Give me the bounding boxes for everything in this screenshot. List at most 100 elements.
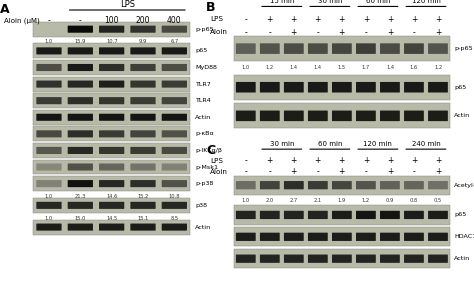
FancyBboxPatch shape (260, 110, 280, 121)
Text: 10.8: 10.8 (169, 194, 180, 199)
Bar (33, 220, 190, 235)
Text: +: + (435, 15, 441, 24)
Text: -: - (268, 167, 271, 176)
Text: 1.0: 1.0 (45, 194, 53, 199)
FancyBboxPatch shape (308, 181, 328, 189)
FancyBboxPatch shape (36, 147, 62, 154)
FancyBboxPatch shape (404, 110, 424, 121)
FancyBboxPatch shape (68, 97, 93, 104)
Text: 15.1: 15.1 (137, 216, 149, 221)
Bar (33, 22, 190, 37)
FancyBboxPatch shape (130, 114, 155, 121)
FancyBboxPatch shape (68, 81, 93, 88)
FancyBboxPatch shape (162, 130, 187, 137)
FancyBboxPatch shape (284, 181, 304, 189)
FancyBboxPatch shape (236, 255, 255, 263)
Text: 30 min: 30 min (270, 141, 294, 147)
Bar (33, 126, 190, 141)
Text: 0.8: 0.8 (410, 198, 418, 203)
Text: -: - (245, 28, 247, 37)
FancyBboxPatch shape (130, 130, 155, 137)
FancyBboxPatch shape (99, 64, 124, 71)
FancyBboxPatch shape (404, 82, 424, 92)
Text: -: - (268, 28, 271, 37)
FancyBboxPatch shape (236, 82, 255, 92)
Text: -: - (245, 156, 247, 165)
Text: 2.7: 2.7 (290, 198, 298, 203)
Text: +: + (387, 28, 393, 37)
FancyBboxPatch shape (380, 211, 400, 219)
FancyBboxPatch shape (162, 97, 187, 104)
Text: +: + (339, 167, 345, 176)
Text: 15.0: 15.0 (74, 216, 86, 221)
FancyBboxPatch shape (36, 81, 62, 88)
FancyBboxPatch shape (236, 181, 255, 189)
FancyBboxPatch shape (99, 47, 124, 54)
FancyBboxPatch shape (99, 114, 124, 121)
FancyBboxPatch shape (404, 233, 424, 241)
FancyBboxPatch shape (36, 114, 62, 121)
Text: 240 min: 240 min (411, 141, 440, 147)
Bar (234, 176, 450, 195)
FancyBboxPatch shape (356, 255, 376, 263)
Text: +: + (339, 28, 345, 37)
Bar (234, 75, 450, 100)
Text: +: + (435, 167, 441, 176)
FancyBboxPatch shape (380, 110, 400, 121)
FancyBboxPatch shape (284, 255, 304, 263)
Bar (33, 43, 190, 58)
FancyBboxPatch shape (99, 97, 124, 104)
FancyBboxPatch shape (308, 211, 328, 219)
Text: +: + (387, 156, 393, 165)
FancyBboxPatch shape (236, 211, 255, 219)
Text: +: + (411, 15, 417, 24)
Text: -: - (412, 167, 415, 176)
Text: LPS: LPS (210, 16, 223, 22)
Text: HDAC1: HDAC1 (454, 234, 474, 239)
Text: 60 min: 60 min (318, 141, 342, 147)
FancyBboxPatch shape (332, 181, 352, 189)
Text: Aloin: Aloin (210, 29, 228, 35)
Text: A: A (0, 3, 10, 16)
Text: +: + (387, 15, 393, 24)
FancyBboxPatch shape (36, 202, 62, 209)
FancyBboxPatch shape (428, 255, 448, 263)
FancyBboxPatch shape (428, 43, 448, 54)
Text: 1.2: 1.2 (362, 198, 370, 203)
FancyBboxPatch shape (36, 64, 62, 71)
Bar (234, 103, 450, 128)
FancyBboxPatch shape (404, 255, 424, 263)
FancyBboxPatch shape (68, 26, 93, 33)
FancyBboxPatch shape (332, 82, 352, 92)
Text: +: + (315, 15, 321, 24)
Text: LPS: LPS (120, 0, 135, 9)
Text: -: - (317, 167, 319, 176)
FancyBboxPatch shape (380, 255, 400, 263)
Text: p38: p38 (195, 203, 207, 208)
Text: 1.7: 1.7 (362, 65, 370, 70)
Text: C: C (206, 144, 215, 157)
Text: -: - (412, 28, 415, 37)
Text: 1.0: 1.0 (242, 65, 250, 70)
Bar (33, 160, 190, 174)
Text: p65: p65 (454, 212, 466, 217)
Text: 1.4: 1.4 (314, 65, 322, 70)
Text: 1.4: 1.4 (386, 65, 394, 70)
Text: 200: 200 (136, 16, 150, 25)
Text: p65: p65 (195, 48, 208, 53)
FancyBboxPatch shape (68, 130, 93, 137)
Text: 21.3: 21.3 (74, 194, 86, 199)
FancyBboxPatch shape (380, 43, 400, 54)
Text: Actin: Actin (195, 225, 211, 230)
Text: TLR4: TLR4 (195, 98, 211, 103)
FancyBboxPatch shape (68, 64, 93, 71)
Text: 30 min: 30 min (318, 0, 342, 4)
Text: +: + (315, 156, 321, 165)
Text: -: - (245, 167, 247, 176)
FancyBboxPatch shape (284, 82, 304, 92)
FancyBboxPatch shape (284, 233, 304, 241)
FancyBboxPatch shape (68, 114, 93, 121)
Text: +: + (411, 156, 417, 165)
FancyBboxPatch shape (260, 233, 280, 241)
FancyBboxPatch shape (36, 224, 62, 231)
